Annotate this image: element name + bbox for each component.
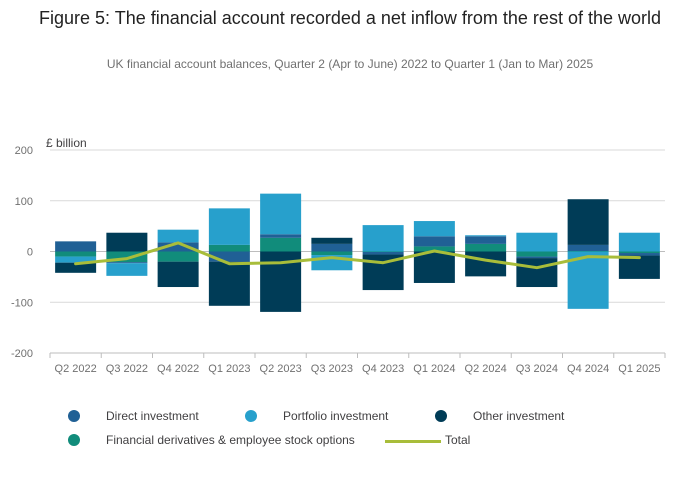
bar-direct: [618, 253, 660, 256]
legend-swatch-total: [385, 440, 441, 443]
bar-portfolio: [618, 232, 660, 252]
x-tick-label: Q4 2022: [157, 363, 199, 375]
x-tick-label: Q2 2024: [465, 363, 507, 375]
bar-direct: [567, 244, 609, 251]
legend-swatch-portfolio: [245, 410, 257, 422]
bar-derivatives: [362, 251, 404, 253]
bar-other: [311, 237, 353, 244]
bar-portfolio: [362, 225, 404, 252]
legend-swatch-other: [435, 410, 447, 422]
bar-direct: [106, 262, 148, 264]
bars: [55, 193, 660, 312]
bar-direct: [157, 242, 199, 252]
legend-label-portfolio: Portfolio investment: [283, 409, 389, 423]
legend-label-other: Other investment: [473, 409, 565, 423]
bar-direct: [260, 234, 302, 238]
bar-other: [208, 261, 250, 306]
x-tick-label: Q1 2025: [618, 363, 660, 375]
bar-portfolio: [208, 208, 250, 245]
bar-derivatives: [567, 250, 609, 252]
bar-other: [157, 261, 199, 288]
bar-direct: [362, 252, 404, 255]
legend-swatch-derivatives: [68, 434, 80, 446]
bar-derivatives: [55, 251, 97, 257]
bar-other: [516, 258, 558, 288]
bar-direct: [413, 236, 455, 247]
bar-other: [55, 262, 97, 273]
legend-swatch-direct: [68, 410, 80, 422]
bar-derivatives: [465, 243, 507, 252]
y-tick-label: 200: [15, 145, 33, 157]
y-tick-label: -100: [11, 297, 33, 309]
bar-derivatives: [618, 251, 660, 254]
bar-portfolio: [106, 263, 148, 276]
bar-derivatives: [106, 251, 148, 263]
bar-direct: [55, 241, 97, 252]
x-tick-label: Q1 2024: [413, 363, 455, 375]
bar-portfolio: [157, 229, 199, 243]
axes: 200 100 0 -100 -200 £ billion Q2 2022 Q3 2022 Q4…: [11, 136, 666, 375]
bar-other: [465, 251, 507, 277]
chart-title: Figure 5: The financial account recorded…: [39, 8, 661, 28]
total-line: [74, 241, 641, 270]
bar-direct: [516, 256, 558, 259]
bar-direct: [465, 236, 507, 244]
x-tick-label: Q2 2022: [55, 363, 97, 375]
y-tick-label: 100: [15, 196, 33, 208]
bar-derivatives: [157, 251, 199, 262]
bar-derivatives: [208, 244, 250, 252]
y-tick-label: 0: [27, 247, 33, 259]
y-tick-label: -200: [11, 348, 33, 360]
bar-derivatives: [311, 251, 353, 256]
bar-portfolio: [413, 221, 455, 237]
bar-portfolio: [465, 235, 507, 237]
x-tick-label: Q2 2023: [260, 363, 302, 375]
chart-subtitle: UK financial account balances, Quarter 2…: [106, 57, 594, 71]
legend-label-derivatives: Financial derivatives & employee stock o…: [106, 433, 355, 447]
bar-derivatives: [516, 251, 558, 257]
bar-other: [413, 251, 455, 283]
bar-other: [618, 255, 660, 279]
x-tick-label: Q3 2024: [516, 363, 558, 375]
x-tick-label: Q3 2022: [106, 363, 148, 375]
bar-direct: [311, 243, 353, 252]
x-tick-label: Q4 2023: [362, 363, 404, 375]
bar-direct: [208, 251, 250, 262]
legend-label-direct: Direct investment: [106, 409, 199, 423]
x-tick-label: Q4 2024: [567, 363, 609, 375]
legend-label-total: Total: [445, 433, 471, 447]
total-line-layer: [74, 241, 641, 270]
x-tick-label: Q1 2023: [208, 363, 250, 375]
bar-other: [106, 232, 148, 252]
bar-portfolio: [55, 256, 97, 263]
bar-derivatives: [413, 246, 455, 252]
bar-other: [567, 199, 609, 245]
x-tick-label: Q3 2023: [311, 363, 353, 375]
bar-portfolio: [516, 232, 558, 252]
y-axis-label: £ billion: [46, 136, 87, 150]
bar-portfolio: [260, 193, 302, 235]
bar-derivatives: [260, 237, 302, 252]
